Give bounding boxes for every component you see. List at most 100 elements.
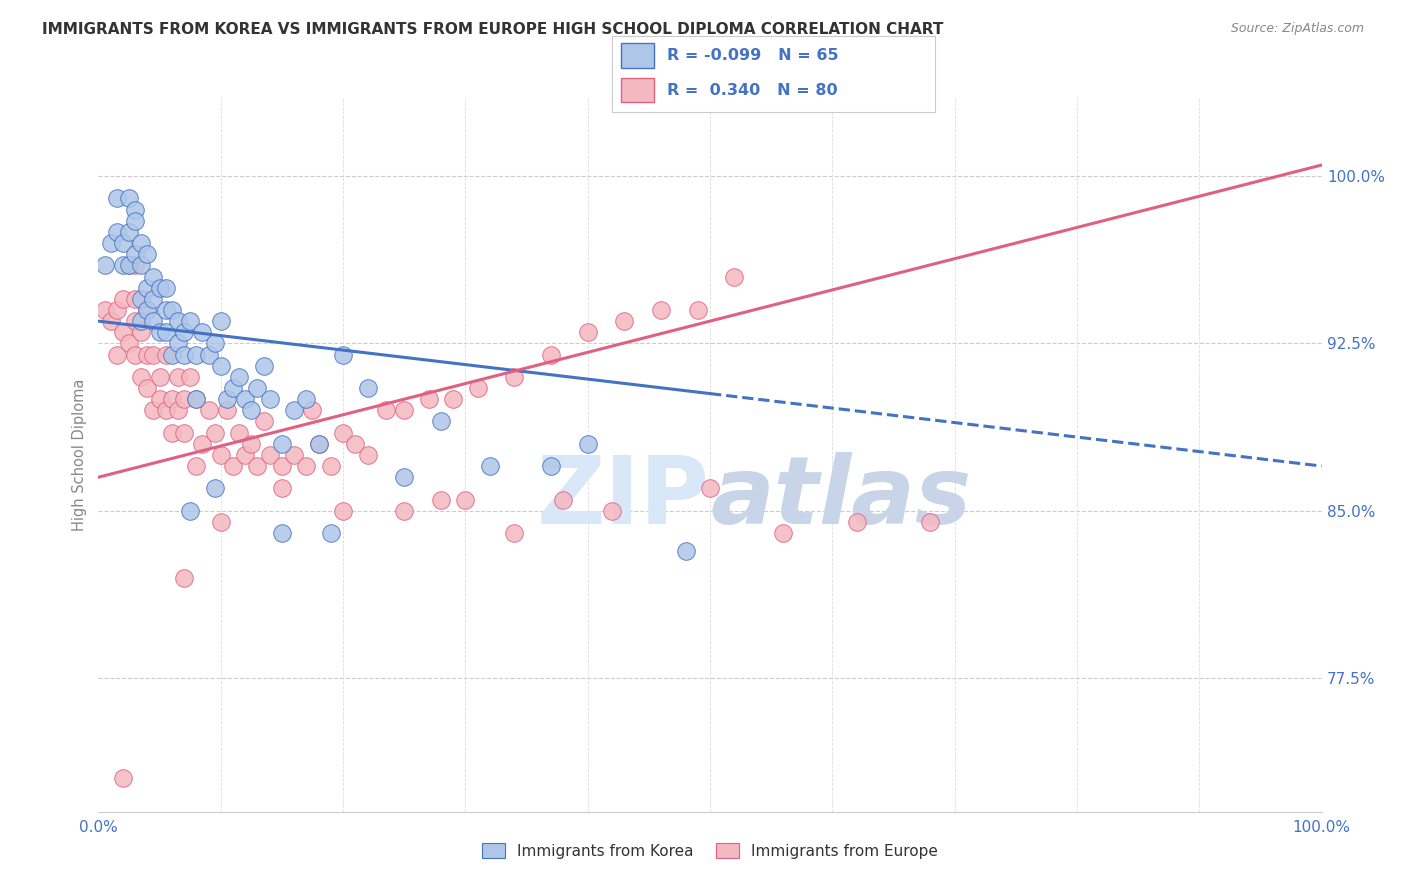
Point: [686, 302, 709, 317]
Point: [155, 325, 177, 339]
Point: [111, 235, 134, 250]
Point: [129, 314, 152, 328]
Point: [259, 448, 281, 462]
Point: [228, 369, 250, 384]
Point: [319, 458, 342, 473]
Point: [209, 314, 232, 328]
Point: [105, 225, 128, 239]
Point: [173, 392, 195, 406]
Point: [136, 302, 159, 317]
Point: [129, 292, 152, 306]
Text: R =  0.340   N = 80: R = 0.340 N = 80: [666, 83, 837, 98]
Point: [111, 325, 134, 339]
Point: [295, 458, 318, 473]
Point: [675, 543, 697, 558]
Point: [503, 369, 526, 384]
Point: [246, 458, 269, 473]
Point: [308, 436, 330, 450]
Point: [136, 247, 159, 261]
Point: [129, 369, 152, 384]
Point: [160, 302, 183, 317]
Point: [179, 314, 201, 328]
Point: [204, 336, 226, 351]
Point: [553, 492, 575, 507]
Point: [186, 392, 208, 406]
Point: [129, 258, 152, 272]
Point: [283, 403, 305, 417]
Point: [167, 314, 190, 328]
Point: [149, 325, 172, 339]
Point: [252, 359, 274, 373]
Point: [186, 392, 208, 406]
Point: [772, 525, 794, 540]
Text: ZIP: ZIP: [537, 451, 710, 544]
Point: [179, 369, 201, 384]
Point: [270, 436, 294, 450]
Point: [124, 314, 146, 328]
Point: [209, 448, 232, 462]
Point: [173, 347, 195, 361]
Point: [920, 515, 942, 529]
Point: [503, 525, 526, 540]
Point: [160, 347, 183, 361]
Point: [576, 325, 599, 339]
Point: [441, 392, 464, 406]
Point: [124, 213, 146, 227]
Point: [392, 503, 416, 517]
Point: [118, 336, 141, 351]
Point: [124, 347, 146, 361]
Y-axis label: High School Diploma: High School Diploma: [72, 379, 87, 531]
Point: [118, 225, 141, 239]
Point: [160, 425, 183, 440]
Point: [418, 392, 440, 406]
Point: [136, 381, 159, 395]
Point: [124, 202, 146, 217]
Legend: Immigrants from Korea, Immigrants from Europe: Immigrants from Korea, Immigrants from E…: [475, 837, 945, 864]
Point: [204, 481, 226, 495]
Point: [129, 325, 152, 339]
Point: [270, 525, 294, 540]
Point: [93, 302, 115, 317]
Point: [149, 280, 172, 294]
Point: [613, 314, 636, 328]
Point: [233, 392, 256, 406]
Point: [430, 414, 453, 428]
Point: [576, 436, 599, 450]
Point: [136, 347, 159, 361]
Point: [454, 492, 477, 507]
Point: [142, 314, 165, 328]
Point: [142, 347, 165, 361]
Point: [173, 325, 195, 339]
Point: [142, 292, 165, 306]
Point: [155, 280, 177, 294]
Point: [100, 314, 122, 328]
Point: [186, 347, 208, 361]
Point: [228, 425, 250, 440]
Point: [259, 392, 281, 406]
Point: [105, 347, 128, 361]
Point: [111, 771, 134, 785]
Point: [204, 425, 226, 440]
Point: [160, 392, 183, 406]
Point: [105, 302, 128, 317]
Point: [111, 258, 134, 272]
Point: [270, 481, 294, 495]
Point: [209, 515, 232, 529]
Point: [240, 403, 263, 417]
Point: [600, 503, 623, 517]
Point: [356, 381, 378, 395]
Bar: [621, 44, 654, 68]
Point: [332, 503, 354, 517]
Text: R = -0.099   N = 65: R = -0.099 N = 65: [666, 48, 838, 63]
Point: [191, 325, 214, 339]
Point: [124, 258, 146, 272]
Point: [142, 269, 165, 284]
Point: [129, 235, 152, 250]
Point: [167, 403, 190, 417]
Point: [105, 191, 128, 205]
Point: [332, 425, 354, 440]
Point: [93, 258, 115, 272]
Point: [270, 458, 294, 473]
Point: [155, 403, 177, 417]
Point: [699, 481, 721, 495]
